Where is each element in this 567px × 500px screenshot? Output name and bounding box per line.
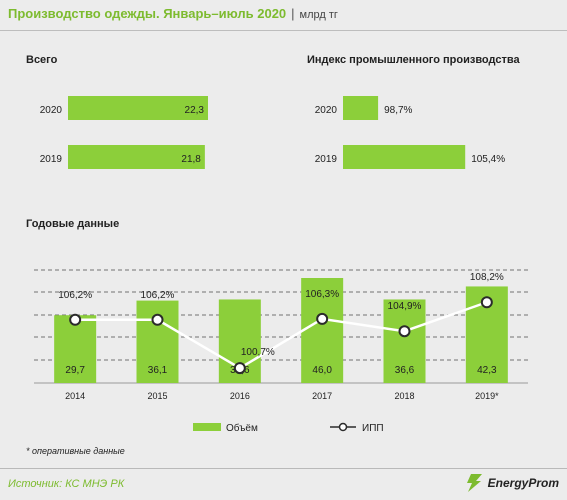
ipp-point-label: 100,7%	[241, 347, 275, 358]
ipp-point-label: 104,9%	[388, 301, 422, 312]
logo-text: EnergyProm	[487, 476, 559, 490]
footnote: * оперативные данные	[26, 446, 125, 456]
annual-bar-value-label: 42,3	[477, 365, 497, 376]
annual-bar-value-label: 36,1	[148, 365, 168, 376]
total-bar	[68, 145, 205, 169]
footer: Источник: КС МНЭ РК EnergyProm	[0, 468, 567, 500]
annual-category-label: 2014	[65, 391, 85, 401]
total-value-label: 21,8	[181, 154, 201, 165]
annual-category-label: 2015	[147, 391, 167, 401]
ipp-point	[151, 313, 164, 326]
annual-bar	[383, 299, 426, 383]
ipp-chart-title: Индекс промышленного производства	[307, 54, 520, 66]
ipp-line	[75, 301, 488, 370]
total-category-label: 2020	[40, 105, 63, 116]
ipp-category-label: 2020	[315, 105, 338, 116]
total-chart-title: Всего	[26, 54, 58, 66]
ipp-value-label: 105,4%	[471, 154, 505, 165]
total-bar	[68, 96, 208, 120]
ipp-point-label: 106,2%	[58, 290, 92, 301]
energyprom-logo: EnergyProm	[464, 474, 559, 492]
annual-bar-value-label: 36,6	[395, 365, 415, 376]
header: Производство одежды. Январь–июль 2020 | …	[8, 6, 338, 26]
page-title: Производство одежды. Январь–июль 2020	[8, 6, 287, 21]
unit-label: млрд тг	[299, 9, 338, 21]
ipp-point	[398, 325, 411, 338]
ipp-value-label: 98,7%	[384, 105, 412, 116]
annual-category-label: 2018	[394, 391, 414, 401]
total-value-label: 22,3	[185, 105, 205, 116]
ipp-point-label: 106,3%	[305, 289, 339, 300]
annual-category-label: 2016	[230, 391, 250, 401]
legend-volume-swatch	[193, 423, 221, 431]
lightning-icon	[466, 474, 482, 492]
title-divider	[0, 30, 567, 31]
source-text: Источник: КС МНЭ РК	[8, 478, 125, 490]
ipp-bar	[343, 96, 379, 120]
ipp-point-label: 106,2%	[141, 290, 175, 301]
annual-category-label: 2017	[312, 391, 332, 401]
ipp-point	[480, 296, 493, 309]
legend-ipp-label: ИПП	[362, 423, 384, 434]
ipp-point	[316, 312, 329, 325]
annual-bar	[301, 278, 344, 383]
legend-volume-label: Объём	[226, 422, 258, 434]
annual-bar	[54, 315, 97, 383]
annual-category-label: 2019*	[475, 391, 499, 401]
annual-chart-title: Годовые данные	[26, 218, 120, 230]
legend-ipp-marker	[338, 422, 348, 432]
ipp-point	[233, 362, 246, 375]
ipp-point-label: 108,2%	[470, 272, 504, 283]
annual-bar-value-label: 46,0	[312, 365, 332, 376]
total-category-label: 2019	[40, 154, 63, 165]
ipp-bar	[343, 145, 466, 169]
title-separator: |	[291, 6, 295, 21]
annual-bar-value-label: 29,7	[65, 365, 85, 376]
ipp-category-label: 2019	[315, 154, 338, 165]
ipp-point	[69, 313, 82, 326]
